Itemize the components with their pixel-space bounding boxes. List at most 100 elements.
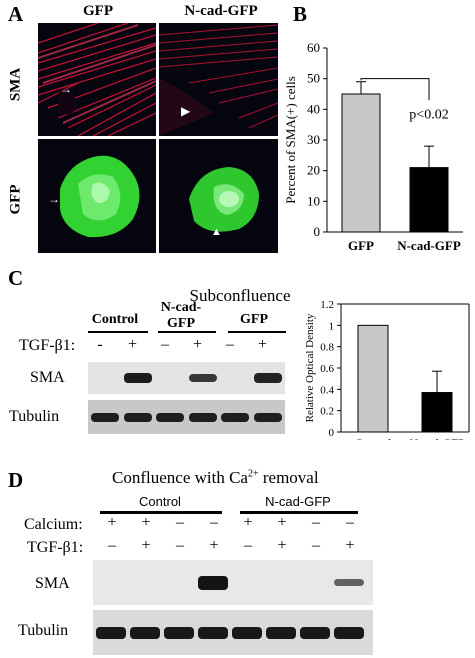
x-category-label: Control [355,436,392,440]
bar-n-cad-gfp [409,167,449,233]
micrograph-sma-gfp: → [38,23,156,136]
panel-c-treatment-value: + [127,336,138,353]
panel-d-row-sma: SMA [35,575,70,592]
arrowhead-marker: ▶ [181,104,191,118]
panel-d-treatment-value: – [108,537,116,554]
panel-d-treatment-value: + [277,537,287,554]
y-axis-label: Percent of SMA(+) cells [285,76,298,204]
tubulin-band [188,412,217,422]
y-tick-label: 10 [307,193,320,208]
x-category-label: N-cad-GFP [397,238,461,253]
panel-d-title-sup: 2+ [247,468,259,480]
chart-b-percent-sma: 0 10 20 30 40 50 60 GFP N-cad-GFP Percent of SMA(… [285,40,463,253]
panel-c-treatment-value: – [226,336,234,353]
panel-c-group-control: Control [91,312,139,327]
bar-control [357,324,389,433]
panel-c-group-ncad-line [158,331,216,333]
arrow-marker: → [48,192,60,206]
tubulin-band [334,626,364,639]
y-tick-label: 30 [307,132,320,147]
y-tick-label: 20 [307,163,320,178]
panel-d-calcium-value: + [277,514,287,531]
sma-band [123,372,152,384]
panel-d-group-control: Control [139,494,181,509]
panel-d-treatment-value: + [209,537,219,554]
tubulin-band [123,412,152,422]
chart-c-optical-density: 0 0.2 0.4 0.6 0.8 1 1.2 Control N-cad-GFP Relativ… [305,300,470,440]
sma-band [253,373,282,383]
panel-d-title: Confluence with Ca2+ removal [112,468,319,488]
y-axis-label: Relative Optical Density [305,313,316,422]
panel-d-calcium-value: + [243,514,253,531]
panel-d-title-suffix: removal [258,468,319,487]
bar-gfp [341,93,381,233]
panel-d-treatment-value: – [176,537,184,554]
significance-bracket [360,78,430,101]
panel-d-treatment-value: + [141,537,151,554]
blot-d-sma [93,560,373,605]
blot-c-sma [88,362,285,394]
y-tick-label: 1.2 [320,300,334,311]
sma-band [198,575,228,590]
tubulin-band [96,626,126,639]
panel-c-row-tubulin: Tubulin [9,408,60,425]
panel-b-label: B [293,2,308,26]
tubulin-band [253,412,282,422]
micrograph-gfp-ncad: ▲ [159,139,278,253]
y-tick-label: 0 [329,427,335,439]
tubulin-band [232,626,262,639]
tubulin-band [130,626,160,639]
arrow-marker: → [60,82,72,96]
panel-a-row-header-sma: SMA [7,67,24,102]
panel-c-label: C [8,266,24,290]
panel-d-calcium-value: + [107,514,117,531]
x-category-label: N-cad-GFP [409,436,465,440]
panel-c-treatment-value: + [257,336,268,353]
panel-a-col-header-ncad: N-cad-GFP [184,3,258,19]
gfp-cell-control: → [48,155,140,238]
micrograph-gfp-gfp: → [38,139,156,253]
gfp-cell-ncad: ▲ [189,167,259,238]
panel-d-group-ncad: N-cad-GFP [265,494,331,509]
y-tick-label: 0.2 [320,406,334,418]
panel-d-row-tubulin: Tubulin [18,622,69,639]
y-tick-label: 1 [329,320,335,332]
blot-c-tubulin [88,400,285,434]
sma-fibers-control: → [38,23,156,136]
panel-d-group-control-line [100,511,222,514]
panel-d-treatment-value: – [244,537,252,554]
significance-label: p<0.02 [409,108,448,123]
panel-c-row-sma: SMA [30,369,65,386]
panel-d-label: D [8,468,24,492]
panel-d-calcium-value: + [141,514,151,531]
sma-band [334,579,364,586]
panel-d-calcium-value: – [312,514,320,531]
panel-a-row-header-gfp: GFP [7,184,24,215]
y-tick-label: 0.6 [320,363,334,375]
bar-n-cad-gfp [421,392,453,433]
tubulin-band [266,626,296,639]
panel-c-title: Subconfluence [189,286,291,305]
y-tick-label: 0 [314,224,321,239]
panel-c-treatment-value: – [161,336,169,353]
panel-d-treatment-label: TGF-β1: [27,539,84,556]
panel-d-calcium-label: Calcium: [24,516,83,533]
panel-c-group-control-line [88,331,148,333]
tubulin-band [300,626,330,639]
y-tick-label: 0.4 [320,384,334,396]
y-tick-label: 60 [307,40,320,55]
y-tick-label: 50 [307,71,320,86]
x-category-label: GFP [348,238,374,253]
panel-c-treatment-value: + [192,336,203,353]
tubulin-band [221,412,249,422]
panel-d-calcium-value: – [176,514,184,531]
micrograph-sma-ncad: ▶ [159,23,278,136]
panel-c-group-gfp: GFP [240,312,268,327]
sma-fibers-ncad: ▶ [159,24,278,136]
panel-c-group-gfp-line [228,331,286,333]
tubulin-band [91,412,119,422]
sma-band [188,373,217,383]
panel-c-treatment-value: - [97,336,103,353]
panel-a-label: A [8,2,24,26]
tubulin-band [164,626,194,639]
